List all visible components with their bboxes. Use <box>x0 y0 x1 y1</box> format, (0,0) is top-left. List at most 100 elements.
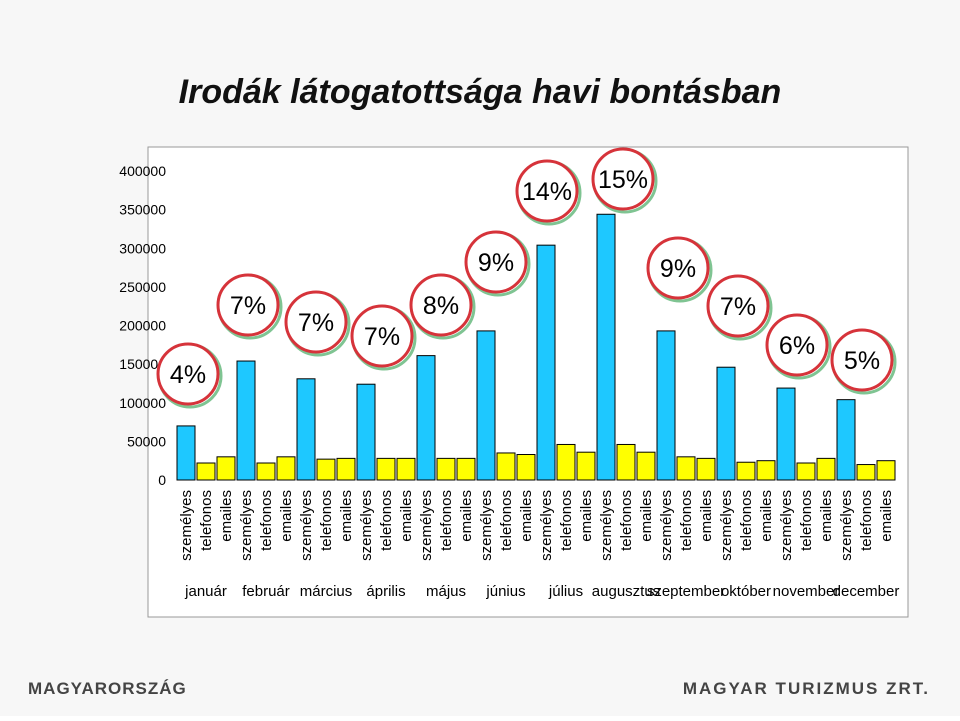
bar <box>256 462 276 481</box>
share-label: 9% <box>478 249 514 277</box>
x-tick-label: telefonos <box>558 490 575 551</box>
bar <box>656 330 676 481</box>
share-label: 8% <box>423 292 459 320</box>
bar <box>756 460 776 481</box>
share-label: 7% <box>720 293 756 321</box>
x-tick-label: telefonos <box>258 490 275 551</box>
bar <box>596 213 616 481</box>
month-label: október <box>721 583 771 600</box>
x-tick-label: emailes <box>698 490 715 542</box>
bar <box>476 330 496 481</box>
bar <box>496 452 516 481</box>
bar <box>436 457 456 481</box>
x-tick-label: telefonos <box>618 490 635 551</box>
share-circle <box>830 328 894 392</box>
bar <box>216 456 236 481</box>
share-circle <box>216 273 280 337</box>
share-label: 7% <box>298 309 334 337</box>
share-circle <box>515 159 579 223</box>
bar <box>396 457 416 481</box>
month-label: június <box>485 583 525 600</box>
x-tick-label: személyes <box>418 490 435 561</box>
share-circle <box>591 147 655 211</box>
month-label: március <box>300 583 353 600</box>
bar <box>176 425 196 481</box>
bar <box>276 456 296 481</box>
x-tick-label: személyes <box>778 490 795 561</box>
y-tick-label: 150000 <box>119 356 166 372</box>
x-tick-label: emailes <box>458 490 475 542</box>
share-circle <box>706 274 770 338</box>
month-label: július <box>548 583 583 600</box>
bar <box>316 458 336 481</box>
month-label: május <box>426 583 466 600</box>
y-tick-label: 250000 <box>119 279 166 295</box>
x-tick-label: személyes <box>178 490 195 561</box>
bar <box>696 457 716 481</box>
x-tick-label: emailes <box>218 490 235 542</box>
share-label: 4% <box>170 361 206 389</box>
share-circle <box>464 230 528 294</box>
share-circle <box>409 273 473 337</box>
share-label: 7% <box>230 292 266 320</box>
month-label: augusztus <box>592 583 660 600</box>
x-tick-label: személyes <box>238 490 255 561</box>
bar <box>236 360 256 481</box>
x-tick-label: személyes <box>598 490 615 561</box>
y-tick-label: 100000 <box>119 395 166 411</box>
share-label: 6% <box>779 332 815 360</box>
x-tick-label: személyes <box>358 490 375 561</box>
share-circle <box>156 342 220 406</box>
month-label: január <box>184 583 227 600</box>
x-tick-label: emailes <box>878 490 895 542</box>
y-tick-label: 50000 <box>127 433 166 449</box>
bar <box>636 451 656 481</box>
x-tick-label: emailes <box>818 490 835 542</box>
bar <box>576 451 596 481</box>
y-tick-label: 0 <box>158 472 166 488</box>
x-tick-label: telefonos <box>438 490 455 551</box>
month-label: április <box>366 583 405 600</box>
bar <box>456 457 476 481</box>
bar <box>356 383 376 481</box>
month-label: december <box>833 583 900 600</box>
y-tick-label: 350000 <box>119 202 166 218</box>
bar <box>616 443 636 481</box>
bar <box>536 244 556 481</box>
bar <box>876 460 896 481</box>
share-circle <box>350 304 414 368</box>
x-tick-label: telefonos <box>798 490 815 551</box>
x-tick-label: emailes <box>398 490 415 542</box>
x-tick-label: telefonos <box>198 490 215 551</box>
bar <box>796 462 816 481</box>
chart-frame <box>147 146 909 618</box>
x-tick-label: emailes <box>278 490 295 542</box>
share-label: 5% <box>844 347 880 375</box>
bar <box>856 464 876 481</box>
bar <box>376 457 396 481</box>
share-label: 14% <box>522 178 572 206</box>
share-label: 15% <box>598 166 648 194</box>
month-label: szeptember <box>647 583 725 600</box>
x-tick-label: telefonos <box>738 490 755 551</box>
bar <box>516 454 536 481</box>
x-tick-label: személyes <box>658 490 675 561</box>
bar <box>836 399 856 481</box>
bar <box>676 456 696 481</box>
month-label: február <box>242 583 290 600</box>
x-tick-label: telefonos <box>858 490 875 551</box>
footer-left: MAGYARORSZÁG <box>28 679 187 698</box>
x-tick-label: személyes <box>298 490 315 561</box>
x-tick-label: emailes <box>518 490 535 542</box>
x-tick-label: személyes <box>838 490 855 561</box>
x-tick-label: telefonos <box>318 490 335 551</box>
bar <box>336 457 356 481</box>
month-label: november <box>773 583 840 600</box>
bar <box>736 461 756 481</box>
x-tick-label: személyes <box>478 490 495 561</box>
x-tick-label: emailes <box>638 490 655 542</box>
bar <box>556 443 576 481</box>
bar <box>776 387 796 481</box>
share-label: 7% <box>364 323 400 351</box>
x-tick-label: emailes <box>578 490 595 542</box>
